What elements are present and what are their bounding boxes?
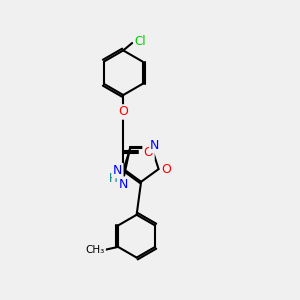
- Text: N: N: [113, 164, 122, 177]
- Text: CH₃: CH₃: [85, 245, 105, 255]
- Text: O: O: [161, 163, 171, 176]
- Text: N: N: [118, 178, 128, 191]
- Text: O: O: [118, 106, 128, 118]
- Text: N: N: [150, 139, 160, 152]
- Text: H: H: [110, 172, 118, 185]
- Text: Cl: Cl: [135, 35, 146, 48]
- Text: O: O: [144, 146, 154, 160]
